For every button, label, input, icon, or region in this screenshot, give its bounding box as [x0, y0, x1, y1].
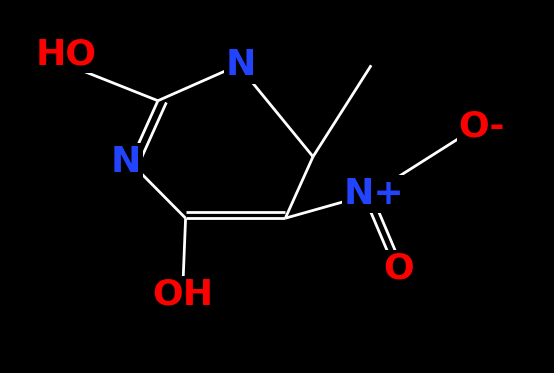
Text: N: N [226, 48, 256, 82]
Text: O-: O- [459, 110, 505, 144]
Text: N+: N+ [343, 177, 404, 211]
Text: O: O [383, 251, 414, 286]
Text: OH: OH [152, 278, 213, 312]
Text: N: N [111, 145, 141, 179]
Text: HO: HO [36, 37, 97, 71]
